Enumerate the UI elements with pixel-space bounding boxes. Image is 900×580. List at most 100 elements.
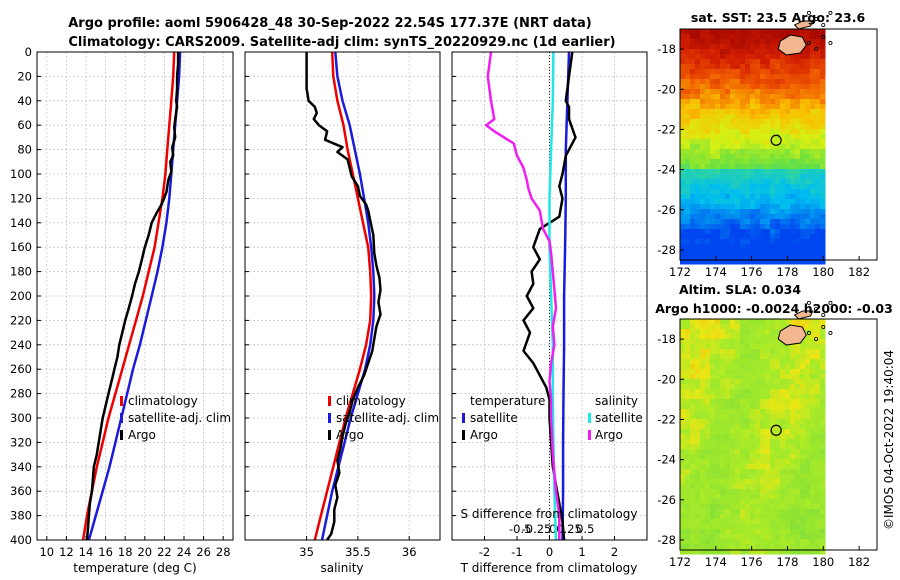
map-lon-label: 178 [776,265,798,279]
map-cell [790,384,796,390]
map-cell [770,399,776,405]
map-cell [685,409,691,415]
map-cell [700,484,706,490]
legend-swatch-t-satellite [462,413,465,423]
map-cell [755,79,761,85]
map-cell [695,59,701,65]
map-cell [720,139,726,145]
map-cell [795,504,801,510]
map-cell [750,369,756,375]
map-cell [820,184,826,190]
map-cell [720,124,726,130]
map-cell [720,119,726,125]
map-cell [770,189,776,195]
map-cell [740,464,746,470]
map-cell [815,464,821,470]
map-cell [715,419,721,425]
map-cell [815,544,821,550]
map-cell [750,204,756,210]
map-cell [805,374,811,380]
map-cell [755,414,761,420]
map-cell [760,49,766,55]
map-cell [740,209,746,215]
map-cell [820,134,826,140]
map-cell [800,489,806,495]
map-cell [810,389,816,395]
map-cell [725,144,731,150]
map-cell [705,29,711,35]
map-cell [820,114,826,120]
map-cell [800,419,806,425]
map-cell [815,69,821,75]
map-cell [740,454,746,460]
map-cell [755,224,761,230]
map-cell [800,169,806,175]
map-cell [765,404,771,410]
map-cell [750,144,756,150]
map-cell [695,144,701,150]
map-cell [815,44,821,50]
map-cell [775,79,781,85]
map-cell [740,84,746,90]
map-cell [765,109,771,115]
map-cell [810,504,816,510]
map-cell [750,399,756,405]
map-cell [755,404,761,410]
map-cell [745,439,751,445]
map-cell [755,534,761,540]
map-cell [705,219,711,225]
map-cell [725,434,731,440]
map-cell [765,534,771,540]
depth-tick-label: 0 [25,45,32,59]
map-cell [815,409,821,415]
map-cell [720,239,726,245]
x-tick-label: 14 [79,545,94,559]
map-cell [770,129,776,135]
map-cell [745,399,751,405]
map-cell [760,394,766,400]
map-cell [775,104,781,110]
map-cell [745,384,751,390]
map-cell [815,359,821,365]
map-cell [765,179,771,185]
map-cell [700,519,706,525]
map-cell [805,194,811,200]
map-cell [730,494,736,500]
map-cell [775,389,781,395]
map-cell [745,114,751,120]
map-cell [695,489,701,495]
map-cell [695,64,701,70]
map-cell [735,99,741,105]
map-cell [780,474,786,480]
map-cell [715,344,721,350]
map-cell [810,409,816,415]
map-cell [710,424,716,430]
map-cell [710,34,716,40]
map-cell [710,29,716,35]
map-cell [690,539,696,545]
map-cell [795,109,801,115]
map-cell [770,179,776,185]
map-cell [815,244,821,250]
map-cell [710,109,716,115]
x-tick-label: 35.5 [345,545,371,559]
map-cell [760,139,766,145]
map-cell [790,114,796,120]
depth-tick-label: 380 [10,509,32,523]
map-cell [740,219,746,225]
map-cell [820,34,826,40]
map-cell [780,389,786,395]
map-cell [755,364,761,370]
map-cell [730,209,736,215]
map-cell [770,329,776,335]
map-cell [755,209,761,215]
map-cell [715,509,721,515]
map-cell [685,134,691,140]
map-cell [740,124,746,130]
map-cell [775,509,781,515]
map-cell [815,139,821,145]
map-cell [685,129,691,135]
map-cell [750,384,756,390]
map-cell [815,459,821,465]
map-cell [715,454,721,460]
